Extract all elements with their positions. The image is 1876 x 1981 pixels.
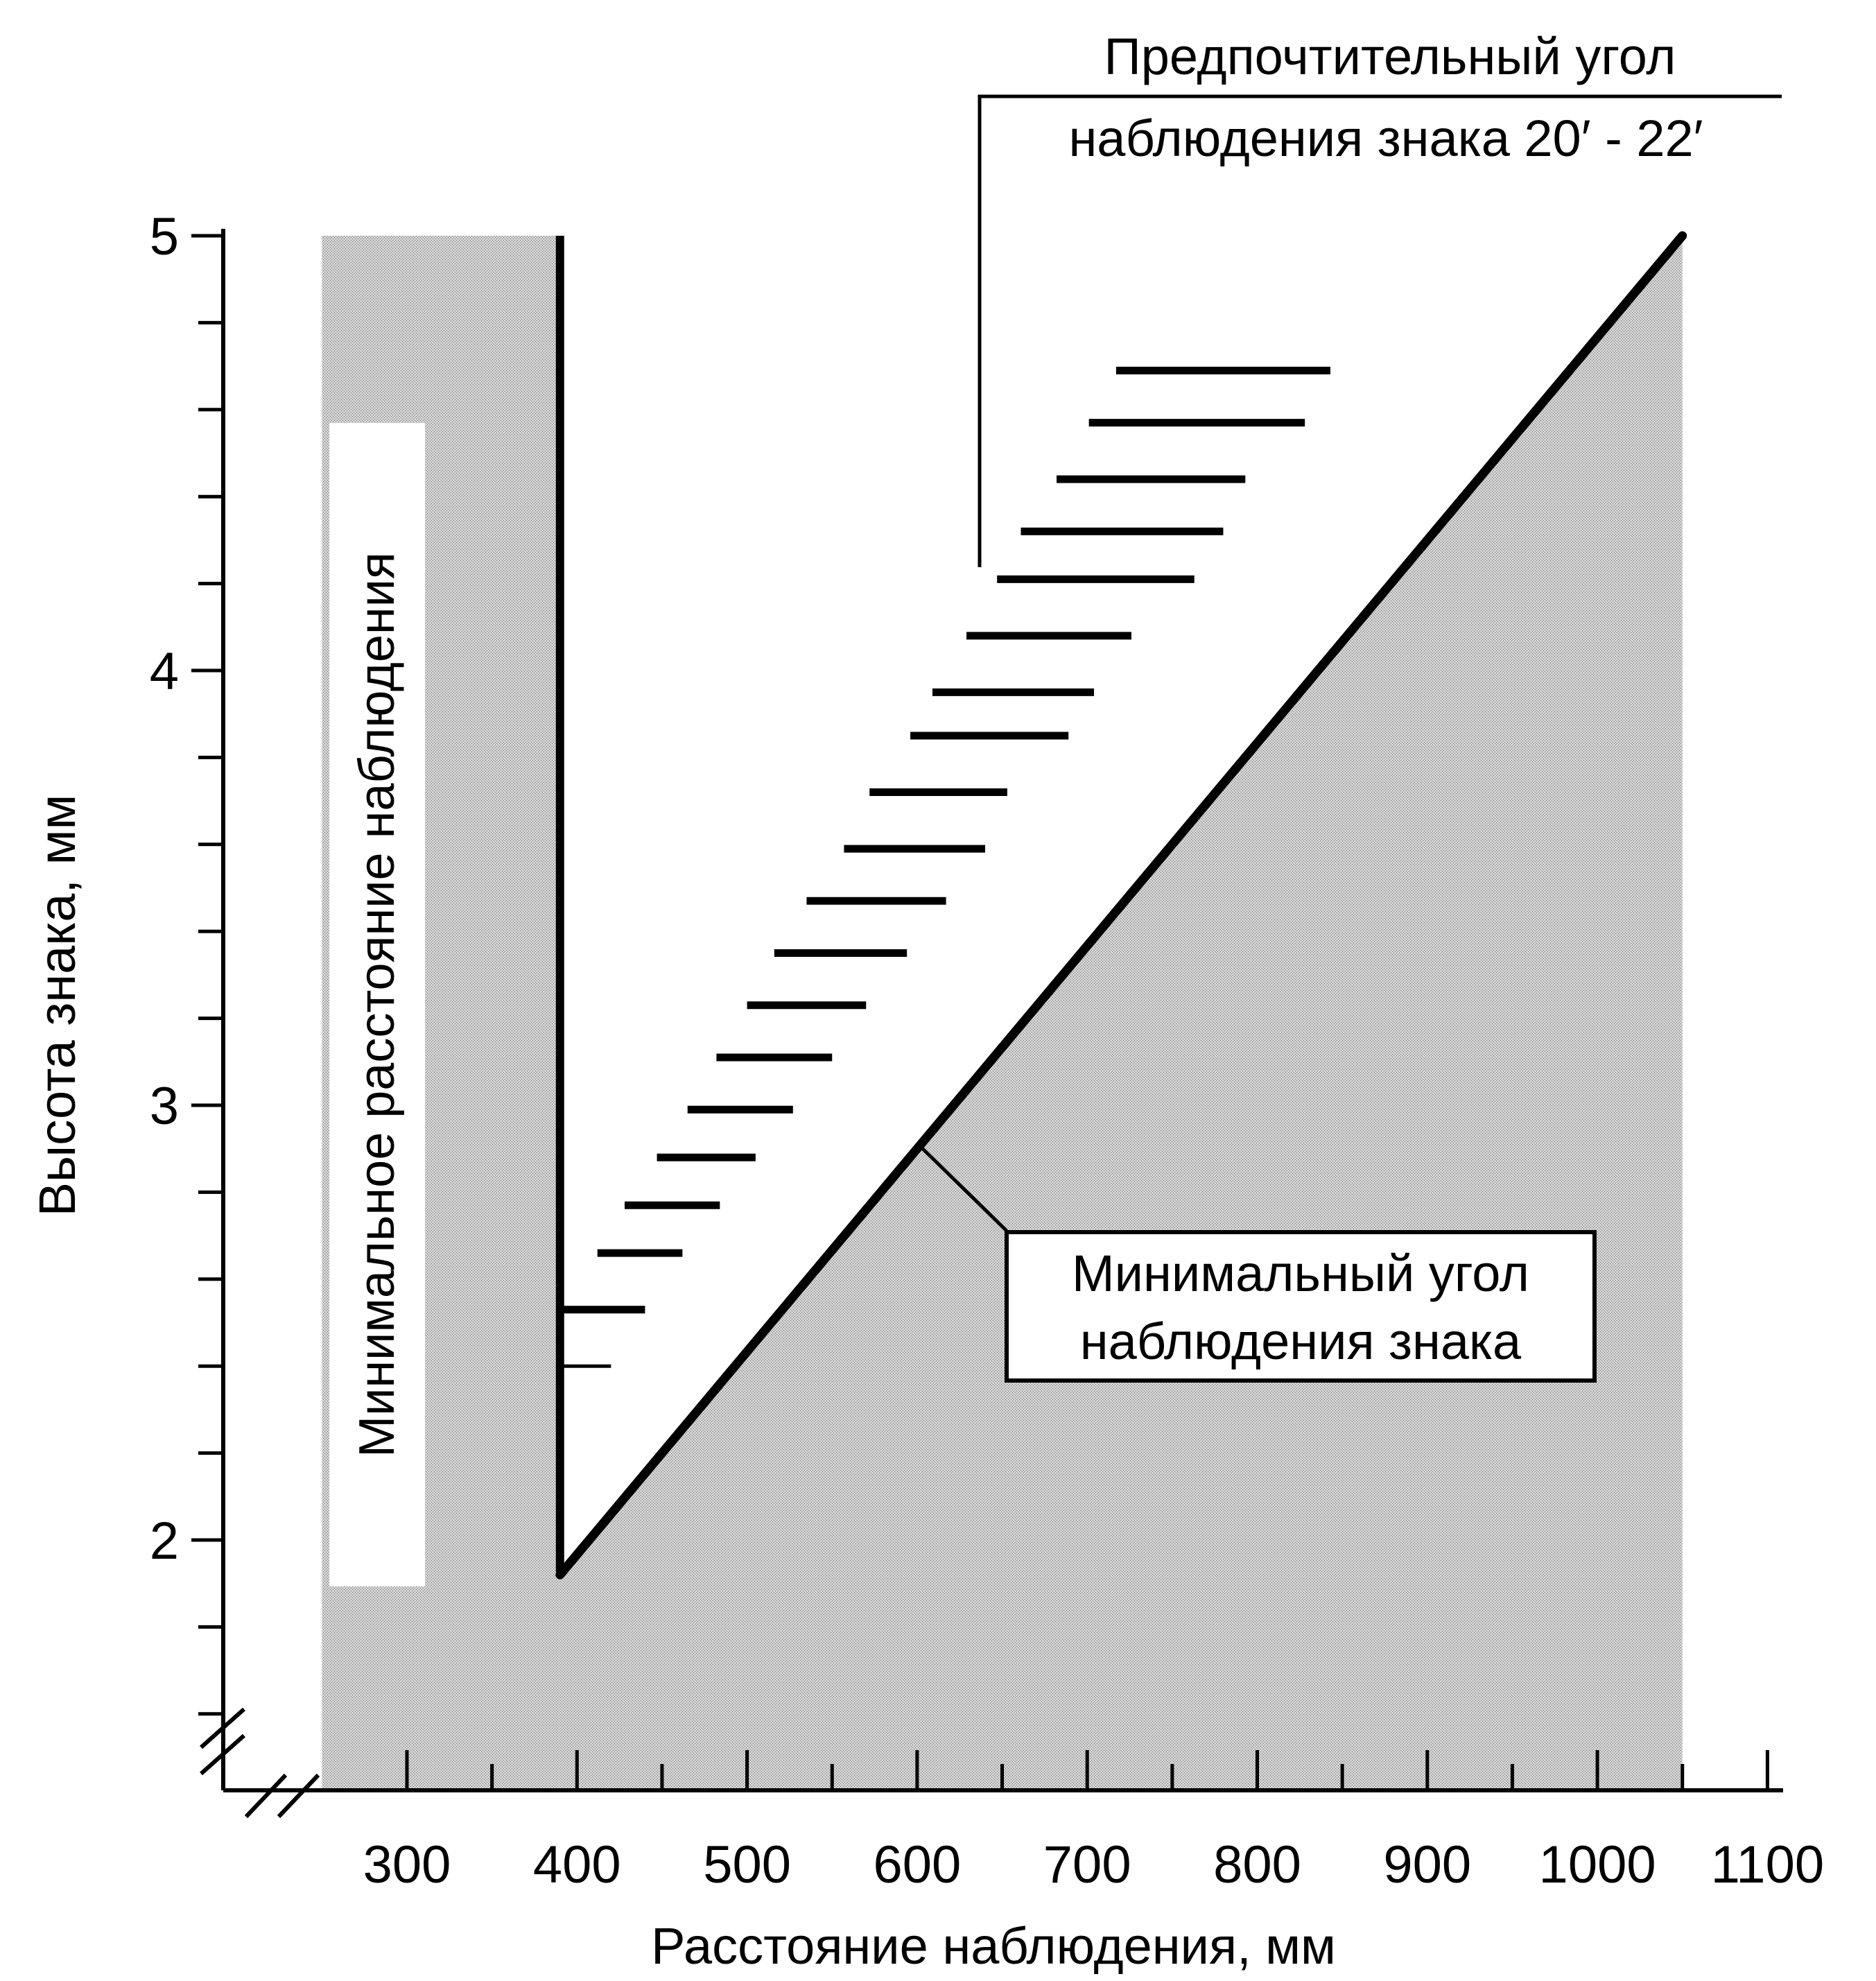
preferred-angle-band <box>559 366 1330 1368</box>
min-angle-label-line-2: наблюдения знака <box>1080 1313 1522 1370</box>
y-tick-label: 5 <box>150 207 179 266</box>
y-tick-label: 3 <box>150 1077 179 1136</box>
x-axis-break <box>244 1773 320 1819</box>
min-angle-label-line-1: Минимальный угол <box>1072 1245 1529 1302</box>
x-tick-label: 900 <box>1383 1835 1471 1894</box>
y-tick-label: 4 <box>150 642 179 701</box>
preferred-angle-annotation: Предпочтительный угол наблюдения знака 2… <box>978 28 1782 567</box>
x-tick-label: 400 <box>533 1835 621 1894</box>
min-angle-leader <box>917 1143 1008 1232</box>
x-tick-label: 1000 <box>1539 1835 1656 1894</box>
preferred-angle-label-line-2: наблюдения знака 20′ - 22′ <box>1068 110 1703 167</box>
boundary-lines <box>555 231 1687 1580</box>
shade-right-region <box>559 236 1683 1790</box>
y-ticks: 2 3 4 5 <box>150 207 223 1716</box>
x-tick-label: 600 <box>873 1835 961 1894</box>
y-axis-title: Высота знака, мм <box>28 795 86 1217</box>
min-angle-line <box>555 231 1687 1580</box>
shaded-regions <box>322 236 1683 1790</box>
x-tick-label: 800 <box>1213 1835 1301 1894</box>
min-distance-label: Минимальное расстояние наблюдения <box>349 552 405 1457</box>
x-tick-label: 300 <box>363 1835 451 1894</box>
x-tick-label: 1100 <box>1711 1835 1824 1894</box>
min-angle-annotation: Минимальный угол наблюдения знака <box>917 1143 1597 1383</box>
vertical-label-box <box>329 423 425 1586</box>
x-ticks: 300 400 500 600 700 800 900 1000 1100 <box>363 1750 1824 1894</box>
y-tick-label: 2 <box>150 1512 179 1571</box>
x-tick-label: 500 <box>703 1835 791 1894</box>
x-axis-title: Расстояние наблюдения, мм <box>651 1917 1336 1975</box>
preferred-angle-label-line-1: Предпочтительный угол <box>1104 28 1676 85</box>
y-axis-break <box>200 1707 245 1776</box>
min-angle-box <box>1005 1230 1597 1383</box>
x-tick-label: 700 <box>1043 1835 1131 1894</box>
preferred-angle-leader <box>978 94 1782 567</box>
